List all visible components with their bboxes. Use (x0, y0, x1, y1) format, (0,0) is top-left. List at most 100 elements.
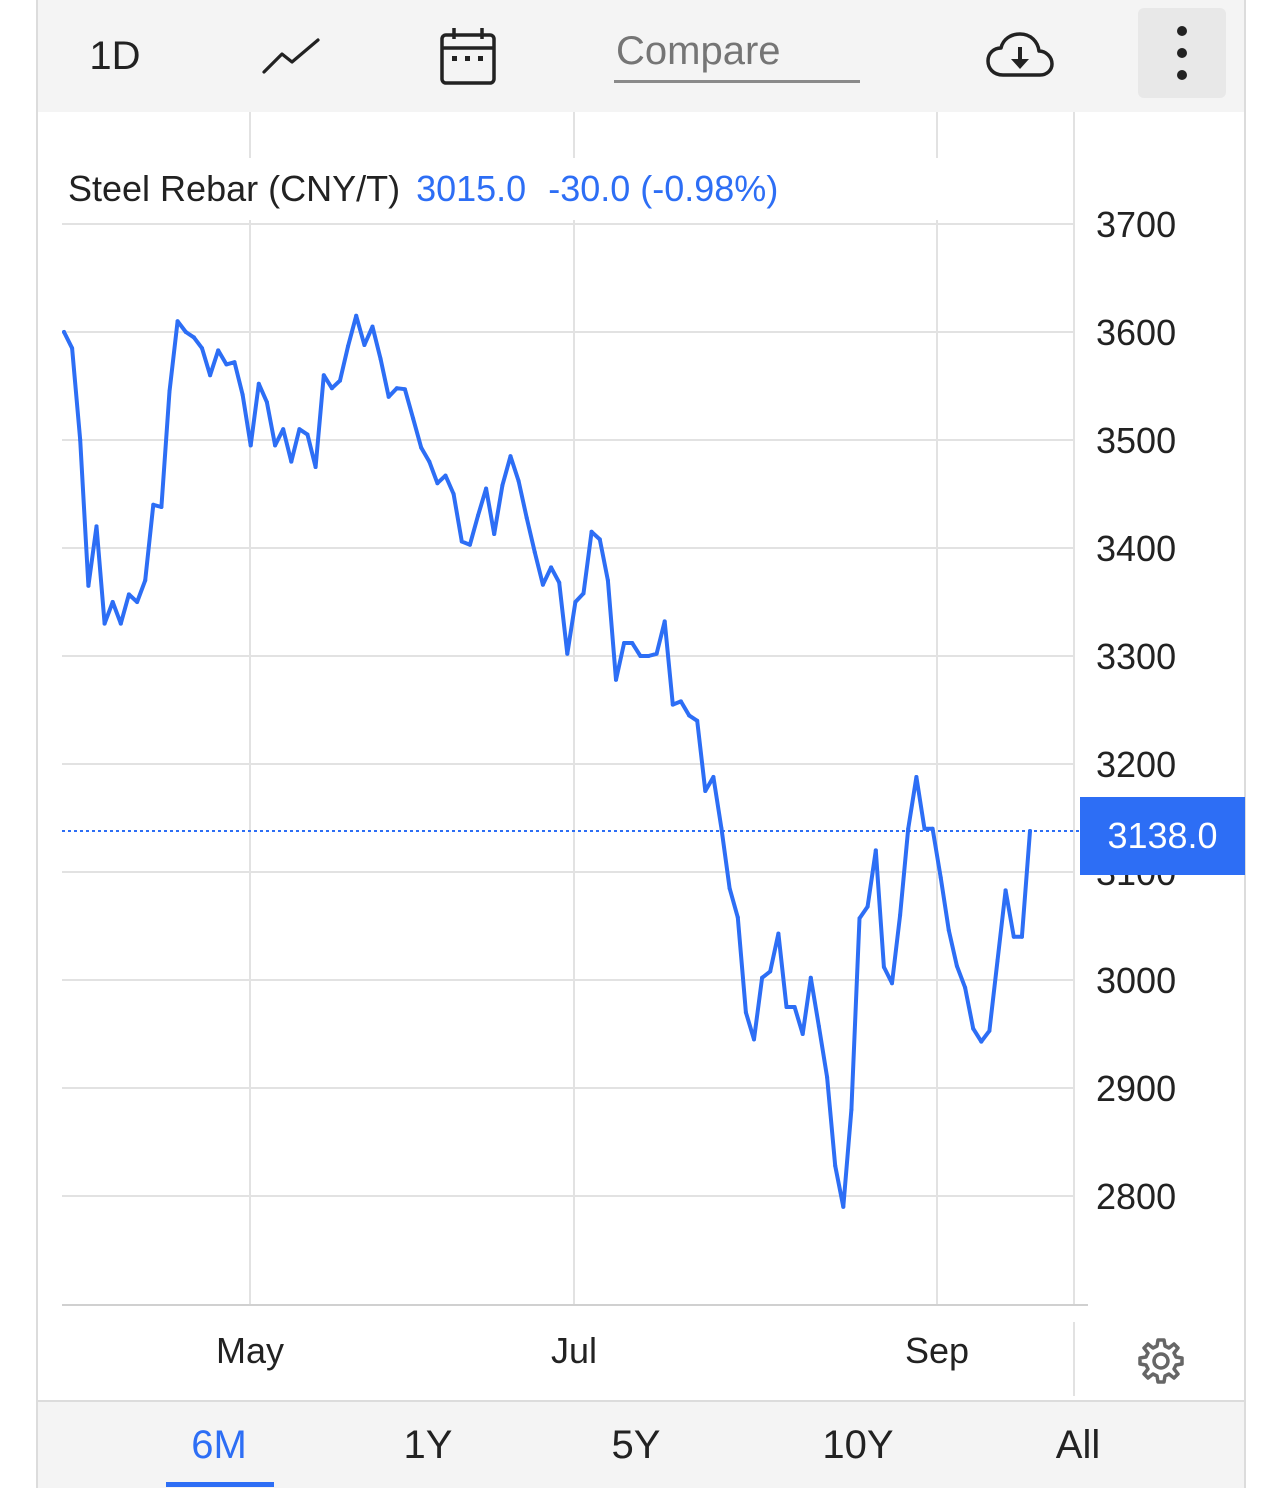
legend-change: -30.0 (-0.98%) (548, 168, 779, 209)
chart-settings-button[interactable] (1136, 1336, 1186, 1386)
y-tick-label: 2900 (1096, 1068, 1176, 1109)
data-point (1028, 829, 1032, 833)
data-point (297, 427, 302, 432)
data-point (1011, 934, 1016, 939)
legend-series-name: Steel Rebar (CNY/T) (68, 168, 401, 209)
data-point (484, 486, 489, 491)
data-point (833, 1163, 838, 1168)
data-point (670, 702, 675, 707)
y-tick-label: 3500 (1096, 420, 1176, 461)
range-1y[interactable]: 1Y (403, 1422, 453, 1467)
data-point (167, 389, 172, 394)
data-point (459, 539, 464, 544)
last-price-tag: 3138.0 (1080, 797, 1245, 875)
data-point (922, 826, 927, 831)
data-point (143, 578, 148, 583)
data-point (86, 583, 91, 588)
data-point (200, 346, 204, 351)
data-point (329, 386, 334, 391)
data-point (1019, 934, 1024, 939)
data-point (281, 427, 286, 432)
data-point (971, 1026, 976, 1031)
data-point (841, 1204, 846, 1209)
data-point (516, 479, 521, 483)
data-point (622, 641, 627, 645)
data-point (273, 443, 278, 448)
data-point (963, 985, 968, 990)
data-point (849, 1107, 854, 1112)
data-point (638, 654, 643, 658)
data-point (678, 699, 683, 704)
data-point (857, 916, 862, 921)
chart-legend: Steel Rebar (CNY/T) 3015.0 -30.0 (-0.98%… (62, 158, 1012, 220)
data-point (94, 524, 99, 529)
more-vertical-icon (1177, 26, 1187, 80)
data-point (557, 580, 562, 585)
data-point (987, 1028, 992, 1033)
data-point (954, 964, 959, 968)
y-tick-label: 2800 (1096, 1176, 1176, 1217)
data-point (695, 718, 700, 723)
data-point (451, 492, 456, 496)
date-range-button[interactable] (432, 0, 504, 112)
data-point (427, 459, 432, 464)
data-point (118, 621, 123, 626)
data-point (476, 513, 480, 518)
data-point (898, 913, 903, 918)
data-point (289, 459, 294, 464)
calendar-icon (440, 28, 496, 85)
y-tick-label: 3000 (1096, 960, 1176, 1001)
data-point (354, 313, 359, 318)
data-point (264, 400, 269, 405)
more-options-button[interactable] (1138, 8, 1226, 98)
download-button[interactable] (982, 0, 1058, 112)
data-point (890, 981, 894, 986)
chart-grid (62, 112, 1088, 1396)
data-point (443, 473, 448, 478)
chart-type-button[interactable] (256, 0, 326, 112)
data-point (865, 904, 870, 909)
cloud-download-icon (986, 32, 1054, 77)
data-point (248, 443, 253, 448)
data-point (703, 789, 708, 793)
y-tick-label: 3700 (1096, 204, 1176, 245)
data-point (419, 445, 424, 450)
data-point (467, 542, 472, 547)
range-6m[interactable]: 6M (191, 1422, 247, 1467)
data-point (370, 324, 375, 329)
data-point (78, 438, 83, 442)
range-10y[interactable]: 10Y (822, 1422, 894, 1467)
data-point (70, 346, 75, 351)
y-tick-label: 3300 (1096, 636, 1176, 677)
data-point (232, 360, 237, 365)
line-chart-icon (262, 38, 320, 74)
data-point (126, 592, 131, 597)
data-point (914, 775, 919, 779)
data-point (175, 319, 180, 324)
data-point (792, 1005, 797, 1009)
data-point (743, 1010, 748, 1015)
data-point (224, 362, 229, 367)
data-point (776, 931, 781, 936)
data-point (662, 619, 667, 624)
data-point (630, 641, 635, 645)
data-point (906, 826, 911, 831)
range-all[interactable]: All (1055, 1422, 1101, 1467)
interval-button[interactable]: 1D (89, 33, 141, 78)
range-5y[interactable]: 5Y (611, 1422, 661, 1467)
y-axis: 2800290030003100320033003400350036003700 (1096, 204, 1176, 1217)
data-point (208, 373, 213, 378)
compare-input[interactable] (614, 29, 860, 83)
data-point (784, 1005, 789, 1009)
data-point (378, 357, 383, 361)
data-point (687, 713, 692, 718)
data-point (508, 454, 513, 459)
data-point (216, 348, 221, 353)
data-point (597, 537, 602, 542)
data-point (816, 1024, 821, 1029)
data-point (411, 416, 416, 421)
data-point (492, 532, 497, 536)
data-point (338, 378, 342, 383)
data-point (240, 392, 245, 397)
